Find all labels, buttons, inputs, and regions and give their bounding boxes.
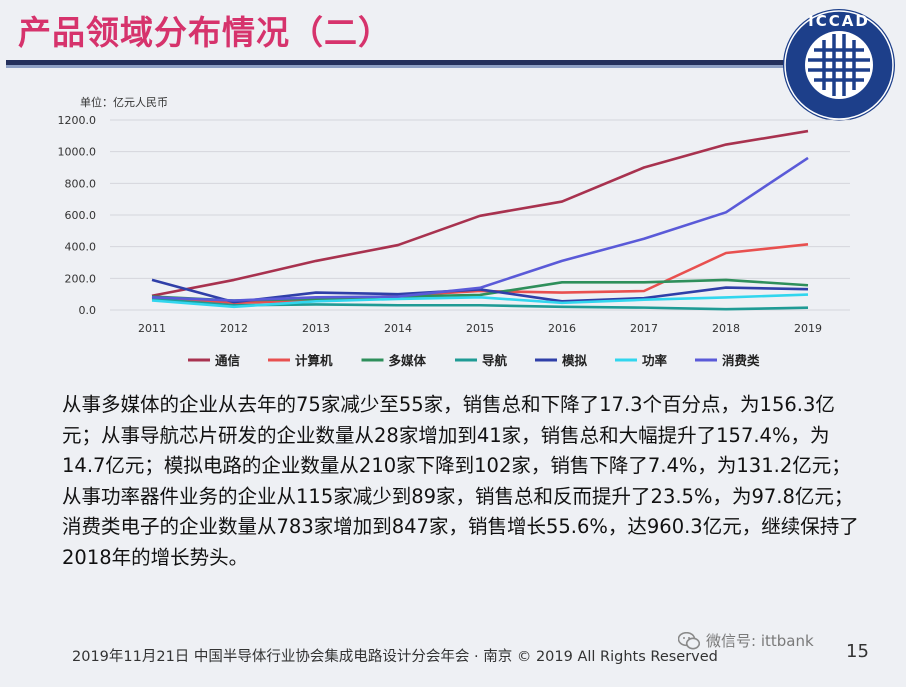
svg-text:ICCAD: ICCAD bbox=[808, 12, 870, 30]
x-tick-label: 2017 bbox=[630, 322, 658, 335]
y-tick-label: 1200.0 bbox=[58, 114, 97, 127]
page-title: 产品领域分布情况（二） bbox=[18, 13, 392, 52]
y-tick-label: 800.0 bbox=[65, 177, 97, 190]
summary-paragraph: 从事多媒体的企业从去年的75家减少至55家，销售总和下降了17.3个百分点，为1… bbox=[62, 393, 859, 569]
legend-label: 通信 bbox=[215, 353, 241, 368]
unit-label: 单位：亿元人民币 bbox=[80, 95, 168, 109]
x-tick-label: 2016 bbox=[548, 322, 576, 335]
legend-label: 模拟 bbox=[562, 353, 588, 368]
legend-label: 导航 bbox=[482, 353, 508, 368]
x-tick-label: 2011 bbox=[138, 322, 166, 335]
footer-text: 2019年11月21日 中国半导体行业协会集成电路设计分会年会 · 南京 © 2… bbox=[72, 649, 718, 665]
y-tick-label: 200.0 bbox=[65, 272, 97, 285]
legend-label: 消费类 bbox=[722, 353, 760, 368]
y-tick-label: 600.0 bbox=[65, 209, 97, 222]
page-number: 15 bbox=[846, 641, 869, 662]
title-divider bbox=[6, 60, 796, 68]
legend-label: 计算机 bbox=[295, 353, 333, 368]
watermark-text: 微信号: ittbank bbox=[706, 632, 814, 650]
series-line-功率 bbox=[151, 293, 809, 309]
x-tick-label: 2015 bbox=[466, 322, 494, 335]
x-tick-label: 2014 bbox=[384, 322, 412, 335]
y-tick-label: 1000.0 bbox=[58, 146, 97, 159]
x-tick-label: 2019 bbox=[794, 322, 822, 335]
y-tick-label: 0.0 bbox=[79, 304, 97, 317]
legend-label: 功率 bbox=[642, 353, 668, 368]
wechat-icon bbox=[678, 631, 700, 649]
legend-label: 多媒体 bbox=[389, 353, 427, 368]
x-tick-label: 2012 bbox=[220, 322, 248, 335]
x-tick-label: 2013 bbox=[302, 322, 330, 335]
series-line-消费类 bbox=[151, 156, 809, 302]
line-chart: 单位：亿元人民币 0.0 200.0 400.0 600.0 800.0 1000.0 120… bbox=[58, 95, 850, 368]
x-tick-label: 2018 bbox=[712, 322, 740, 335]
iccad-logo: ICCAD bbox=[783, 9, 895, 121]
series-line-通信 bbox=[151, 129, 809, 298]
series-line-计算机 bbox=[151, 242, 809, 305]
y-tick-label: 400.0 bbox=[65, 241, 97, 254]
wechat-watermark: 微信号: ittbank bbox=[678, 630, 814, 651]
